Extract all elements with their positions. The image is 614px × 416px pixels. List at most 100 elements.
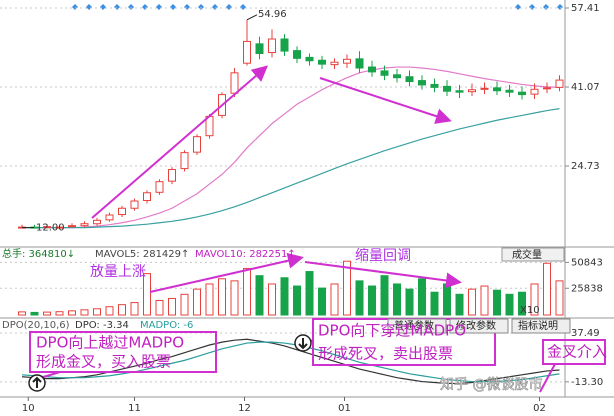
- volume-header: 总手: 364810↓: [2, 247, 75, 260]
- volume-bar: [505, 293, 514, 316]
- candle-body: [230, 72, 239, 94]
- volume-bar: [393, 283, 401, 316]
- volume-bar: [155, 300, 164, 316]
- candle-body: [480, 87, 489, 90]
- annotation: DPO向上越过MADPO: [36, 334, 184, 352]
- candle-body: [368, 66, 376, 73]
- candle-body: [118, 207, 126, 216]
- candle-body: [293, 50, 301, 59]
- candle-body: [405, 76, 414, 83]
- candle-body: [243, 40, 251, 64]
- annotation: 放量上涨: [90, 264, 146, 280]
- volume-bar: [143, 273, 151, 316]
- candle-body: [543, 87, 551, 90]
- candle-body: [43, 226, 51, 229]
- indicator-line: [21, 341, 560, 383]
- candle-body: [530, 88, 539, 95]
- volume-bar: [543, 262, 551, 316]
- volume-bar: [468, 288, 476, 316]
- annotation: 形成死叉，卖出股票: [318, 345, 453, 363]
- y-tick-label: 24.73: [571, 161, 600, 172]
- indicator-select-label[interactable]: 成交量: [512, 248, 542, 261]
- candle-body: [468, 89, 476, 93]
- y-tick-label: 37.49: [571, 328, 600, 339]
- button-label[interactable]: 普通参数: [394, 319, 434, 332]
- volume-bar: [493, 289, 501, 316]
- peak-pointer: [246, 14, 258, 21]
- candle-body: [305, 56, 314, 62]
- volume-bar: [530, 283, 539, 316]
- volume-bar: [30, 311, 39, 316]
- plot-layer: 57.41 41.07 24.73 54.96 12.00 50843 25838 37.49…: [0, 3, 603, 414]
- volume-bar: [105, 306, 114, 316]
- peak-label: 54.96: [258, 9, 287, 20]
- candle-body: [68, 225, 76, 228]
- volume-bar: [118, 304, 126, 316]
- candle-body: [143, 192, 151, 202]
- y-tick-label: 41.07: [571, 82, 600, 93]
- candle-body: [318, 59, 326, 65]
- volume-bar: [68, 310, 76, 316]
- candle-body: [505, 89, 514, 93]
- candle-body: [80, 223, 89, 227]
- button[interactable]: [511, 318, 571, 334]
- volume-bar: [130, 302, 139, 316]
- dpo-header: DPO(20,10,6): [2, 320, 70, 331]
- candle-body: [55, 226, 64, 229]
- volume-bar: [93, 308, 101, 316]
- candle-body: [493, 87, 501, 92]
- moving-average: [22, 66, 560, 229]
- y-tick-label: -13.30: [571, 377, 603, 388]
- volume-bar: [430, 291, 439, 316]
- annotation: DPO向下穿过MADPO: [318, 322, 466, 340]
- volume-bar: [255, 275, 264, 316]
- candle-body: [330, 61, 339, 66]
- candle-body: [255, 43, 264, 55]
- volume-header: MAVOL5: 281429↑: [95, 249, 189, 260]
- volume-bar: [180, 293, 189, 316]
- annotation: 形成金叉，买入股票: [36, 353, 171, 371]
- candle-body: [268, 38, 276, 54]
- candle-body: [280, 38, 289, 52]
- button-label[interactable]: 指标说明: [518, 319, 558, 332]
- candle-body: [130, 200, 139, 209]
- candle-body: [393, 74, 401, 79]
- panel-frames: [0, 0, 614, 398]
- y-tick-label: 25838: [571, 283, 603, 294]
- candle-body: [193, 136, 201, 153]
- volume-bar: [368, 285, 376, 316]
- indicator-select[interactable]: [501, 247, 565, 262]
- volume-bar: [80, 309, 89, 316]
- volume-bar: [43, 311, 51, 316]
- y-tick-label: 57.41: [571, 3, 600, 14]
- volume-bar: [268, 283, 276, 316]
- unit-label: X10: [520, 305, 540, 316]
- volume-bar: [455, 293, 464, 316]
- marker-diamond: [198, 4, 204, 10]
- toolbar: 普通参数 修改参数 指标说明: [387, 318, 571, 334]
- x-tick-label: 02: [533, 403, 546, 414]
- button[interactable]: [387, 318, 447, 334]
- volume-bar: [205, 283, 214, 316]
- volume-bar: [355, 280, 364, 316]
- candle-body: [455, 90, 464, 93]
- button-label[interactable]: 修改参数: [456, 319, 496, 332]
- volume-bar: [18, 311, 26, 316]
- volume-bar: [55, 311, 64, 316]
- candle-body: [430, 83, 439, 88]
- volume-bar: [168, 297, 176, 316]
- y-tick-label: 50843: [571, 257, 603, 268]
- volume-bar: [230, 280, 239, 316]
- watermark: 知乎 @微谈股市: [440, 376, 542, 393]
- dpo-header: MADPO: -6: [140, 320, 193, 331]
- volume-bar: [405, 288, 414, 316]
- x-tick-label: 11: [128, 403, 141, 414]
- candle-body: [343, 58, 351, 64]
- candle-body: [180, 152, 189, 170]
- volume-bar: [343, 260, 351, 316]
- volume-bar: [318, 287, 326, 316]
- volume-bar: [305, 271, 314, 316]
- button[interactable]: [449, 318, 509, 334]
- x-tick-label: 01: [338, 403, 351, 414]
